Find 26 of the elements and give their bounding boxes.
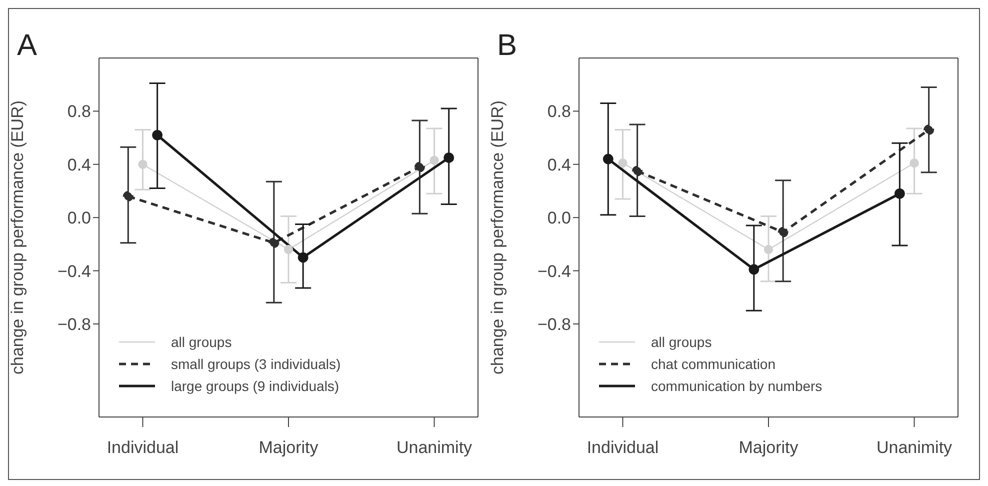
y-tick-label: −0.4 [537,262,571,281]
x-tick-label: Majority [738,438,799,458]
chart-title: A [17,29,38,63]
y-tick-label: 0.8 [67,102,91,122]
x-tick-label: Individual [586,438,659,458]
y-tick-label: 0.4 [547,155,571,174]
y-tick-label: −0.8 [537,314,571,334]
y-tick-label: 0.4 [67,155,91,174]
legend-label: small groups (3 individuals) [171,355,341,374]
legend-label: communication by numbers [651,377,822,396]
y-axis-title: change in group performance (EUR) [488,100,508,375]
x-tick-label: Individual [106,438,179,458]
legend-label: all groups [171,333,232,352]
legend-label: chat communication [651,355,776,374]
legend-label: all groups [651,333,712,352]
x-tick-label: Majority [258,438,319,458]
y-tick-label: −0.4 [57,262,91,281]
y-tick-label: 0.8 [547,102,571,122]
y-axis-title: change in group performance (EUR) [8,100,28,375]
x-tick-label: Unanimity [876,438,953,458]
y-tick-label: 0.0 [67,208,91,228]
legend-label: large groups (9 individuals) [171,377,340,396]
x-tick-label: Unanimity [396,438,473,458]
chart-title: B [497,29,518,63]
y-tick-label: 0.0 [547,208,571,228]
y-tick-label: −0.8 [57,314,91,334]
